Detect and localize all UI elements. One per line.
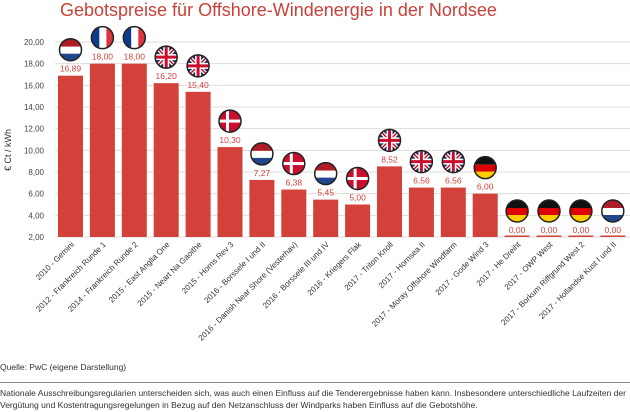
data-label: 15,40	[187, 80, 209, 90]
bar	[377, 166, 402, 237]
data-label: 8,52	[381, 154, 398, 164]
flag-nl-icon	[250, 142, 274, 166]
y-tick-label: 18,00	[24, 60, 45, 69]
flag-nl-icon	[58, 37, 83, 62]
bar	[536, 235, 562, 237]
y-tick-label: 4,00	[28, 211, 44, 220]
y-tick-label: 10,00	[24, 146, 45, 155]
y-tick-label: 2,00	[28, 233, 44, 242]
data-label: 6,56	[445, 176, 462, 186]
bar	[185, 91, 211, 237]
flag-dk-icon	[282, 151, 306, 176]
bars: 16,89 18,00 18,00 16,20 15,40 10,30 7,27 6,38 5,…	[58, 25, 626, 238]
x-tick-label: 2015 - East Anglia One	[107, 240, 172, 305]
flag-nl-icon	[601, 199, 625, 223]
bar	[217, 147, 243, 237]
bar-chart: 2,00 4,00 6,00 8,00 10,00 12,00 14,00 16,00 18,0…	[3, 25, 630, 343]
bar	[89, 63, 115, 237]
y-axis-ticks: 2,00 4,00 6,00 8,00 10,00 12,00 14,00 16,00 18,0…	[24, 38, 45, 242]
y-tick-label: 12,00	[24, 125, 45, 134]
bar	[504, 235, 530, 237]
flag-uk-icon	[409, 149, 434, 174]
bar	[249, 179, 275, 237]
bar	[281, 189, 307, 237]
chart-title: Gebotspreise für Offshore-Windenergie in…	[60, 0, 497, 20]
bar	[408, 187, 434, 237]
gridlines	[55, 41, 630, 238]
data-label: 0,00	[541, 225, 558, 235]
data-label: 5,45	[317, 188, 334, 198]
divider	[0, 382, 630, 383]
flag-nl-icon	[313, 161, 338, 186]
y-tick-label: 6,00	[28, 190, 44, 199]
flag-dk-icon	[345, 166, 370, 191]
bar	[600, 235, 626, 237]
data-label: 18,00	[124, 52, 146, 62]
x-tick-label: 2016 - Borssele I und II	[202, 240, 267, 305]
data-label: 6,38	[286, 178, 303, 188]
data-label: 0,00	[509, 225, 526, 235]
flag-uk-icon	[441, 149, 466, 174]
flag-fr-icon	[90, 25, 115, 50]
flag-uk-icon	[154, 45, 178, 69]
bar	[153, 83, 179, 238]
flag-uk-icon	[377, 128, 402, 153]
data-label: 0,00	[605, 225, 622, 235]
x-tick-label: 2017 - Gode Wind 3	[434, 240, 491, 297]
flag-dk-icon	[218, 109, 242, 133]
bar	[345, 204, 371, 237]
x-tick-label: 2015 - Neart Na Gaoithe	[136, 240, 204, 308]
y-tick-label: 8,00	[28, 168, 44, 177]
source-note: Quelle: PwC (eigene Darstellung)	[0, 362, 127, 372]
y-tick-label: 16,00	[24, 81, 45, 90]
data-label: 7,27	[254, 168, 271, 178]
data-label: 0,00	[573, 225, 590, 235]
data-label: 6,00	[477, 182, 494, 192]
flag-fr-icon	[122, 25, 147, 50]
flag-de-icon	[569, 199, 593, 223]
data-label: 16,20	[156, 71, 178, 81]
data-label: 5,00	[349, 193, 366, 203]
bar	[313, 199, 339, 237]
data-label: 6,56	[413, 176, 430, 186]
y-axis-label: € Ct / kWh	[3, 129, 13, 171]
flag-de-icon	[505, 199, 529, 223]
bar	[472, 193, 498, 237]
data-label: 18,00	[92, 52, 114, 62]
bar	[121, 63, 147, 237]
data-label: 10,30	[219, 135, 241, 145]
y-tick-label: 14,00	[24, 103, 45, 112]
y-tick-label: 20,00	[24, 38, 45, 47]
flag-uk-icon	[186, 54, 210, 78]
bar	[568, 235, 594, 237]
flag-de-icon	[537, 199, 561, 223]
data-label: 16,89	[60, 64, 82, 74]
footnote: Nationale Ausschreibungsregularien unter…	[0, 388, 626, 410]
bar	[58, 75, 83, 237]
flag-de-icon	[473, 155, 497, 180]
x-tick-label: 2016 - Kriegers Flak	[306, 239, 364, 297]
bar	[440, 187, 466, 237]
